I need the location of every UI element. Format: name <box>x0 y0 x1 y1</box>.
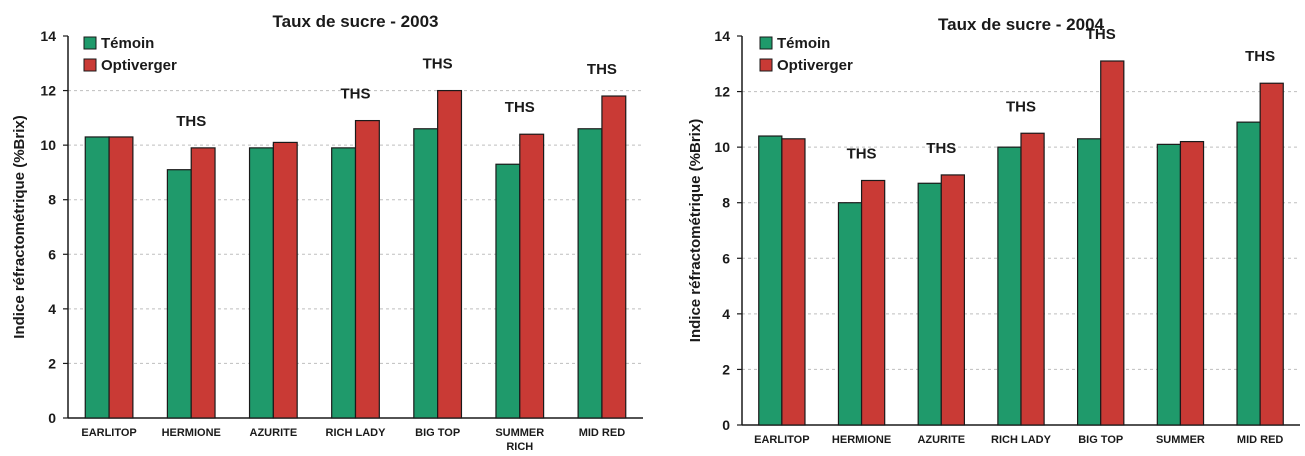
x-tick-label: BIG TOP <box>415 427 460 439</box>
bar-temoin <box>413 128 439 419</box>
x-tick-label: SUMMER RICH <box>495 427 544 453</box>
x-tick-label: AZURITE <box>917 434 965 446</box>
legend-swatch <box>759 58 773 72</box>
bar-temoin <box>837 202 863 426</box>
y-tick-label: 0 <box>722 417 730 433</box>
y-tick-label: 8 <box>722 195 730 211</box>
x-tick-label: HERMIONE <box>832 434 891 446</box>
bar-temoin <box>166 169 192 419</box>
chart-title: Taux de sucre - 2004 <box>938 15 1105 34</box>
bar-temoin <box>577 128 603 419</box>
bar-optiverger <box>860 179 886 426</box>
x-tick-label: MID RED <box>579 427 626 439</box>
y-tick-label: 2 <box>722 361 730 377</box>
significance-annotation: THS <box>847 145 877 162</box>
x-tick-label: BIG TOP <box>1078 434 1123 446</box>
y-tick-label: 4 <box>48 301 56 317</box>
significance-annotation: THS <box>176 113 206 130</box>
bar-temoin <box>1076 138 1102 426</box>
chart-title: Taux de sucre - 2003 <box>273 12 439 31</box>
bar-optiverger <box>601 95 627 419</box>
chart-2004: Taux de sucre - 2004 0 2 4 6 8 10 12 14 Indice ré… <box>687 15 1300 446</box>
bar-optiverger <box>1020 132 1045 426</box>
y-tick-label: 2 <box>48 355 56 371</box>
bar-optiverger <box>190 147 216 419</box>
x-tick-label: SUMMER <box>1156 434 1205 446</box>
legend-swatch <box>759 36 773 50</box>
bar-temoin <box>997 146 1022 426</box>
bar-optiverger <box>272 141 298 419</box>
bar-optiverger <box>940 174 966 426</box>
significance-annotation: THS <box>1086 26 1116 43</box>
x-tick-label: EARLITOP <box>754 434 809 446</box>
y-tick-label: 14 <box>714 28 730 44</box>
bar-temoin <box>331 147 357 419</box>
y-tick-label: 12 <box>40 83 56 99</box>
legend: Témoin Optiverger <box>759 35 853 74</box>
significance-annotation: THS <box>1006 98 1036 115</box>
bar-temoin <box>84 136 110 419</box>
legend-label: Optiverger <box>101 57 177 74</box>
bar-optiverger <box>1100 60 1125 426</box>
y-tick-label: 12 <box>714 84 730 100</box>
y-axis-label: Indice réfractométrique (%Brix) <box>11 115 28 338</box>
significance-annotation: THS <box>1245 48 1275 65</box>
bar-optiverger <box>437 89 463 419</box>
y-axis-label: Indice réfractométrique (%Brix) <box>687 119 704 342</box>
significance-annotation: THS <box>587 61 617 78</box>
legend-swatch <box>83 36 97 50</box>
bar-optiverger <box>519 133 545 419</box>
bar-temoin <box>248 147 274 419</box>
x-tick-label: AZURITE <box>250 427 298 439</box>
bar-optiverger <box>354 119 380 419</box>
legend-label: Témoin <box>777 35 830 52</box>
legend-swatch <box>83 58 97 72</box>
y-tick-label: 10 <box>40 137 56 153</box>
bar-optiverger <box>108 136 134 419</box>
legend: Témoin Optiverger <box>83 35 177 74</box>
y-tick-label: 6 <box>48 246 56 262</box>
bar-temoin <box>1236 121 1261 426</box>
significance-annotation: THS <box>505 99 535 116</box>
x-tick-label: EARLITOP <box>81 427 136 439</box>
y-tick-label: 4 <box>722 306 730 322</box>
y-tick-label: 6 <box>722 250 730 266</box>
y-tick-label: 10 <box>714 139 730 155</box>
significance-annotation: THS <box>926 140 956 157</box>
y-tick-label: 8 <box>48 192 56 208</box>
x-tick-label: MID RED <box>1237 434 1284 446</box>
chart-2003: Taux de sucre - 2003 0 2 4 6 8 10 12 14 Indice ré… <box>11 12 643 453</box>
y-tick-label: 0 <box>48 410 56 426</box>
bar-temoin <box>917 182 942 426</box>
bar-temoin <box>1156 143 1182 426</box>
bar-optiverger <box>1179 140 1205 426</box>
significance-annotation: THS <box>423 56 453 73</box>
x-tick-label: RICH LADY <box>326 427 387 439</box>
bar-temoin <box>495 163 521 419</box>
bar-optiverger <box>1259 82 1284 426</box>
significance-annotation: THS <box>341 86 371 103</box>
x-tick-label: HERMIONE <box>162 427 221 439</box>
legend-label: Optiverger <box>777 57 853 74</box>
y-tick-label: 14 <box>40 28 56 44</box>
legend-label: Témoin <box>101 35 154 52</box>
bar-optiverger <box>781 138 806 426</box>
x-tick-label: RICH LADY <box>991 434 1052 446</box>
bar-temoin <box>758 135 783 426</box>
